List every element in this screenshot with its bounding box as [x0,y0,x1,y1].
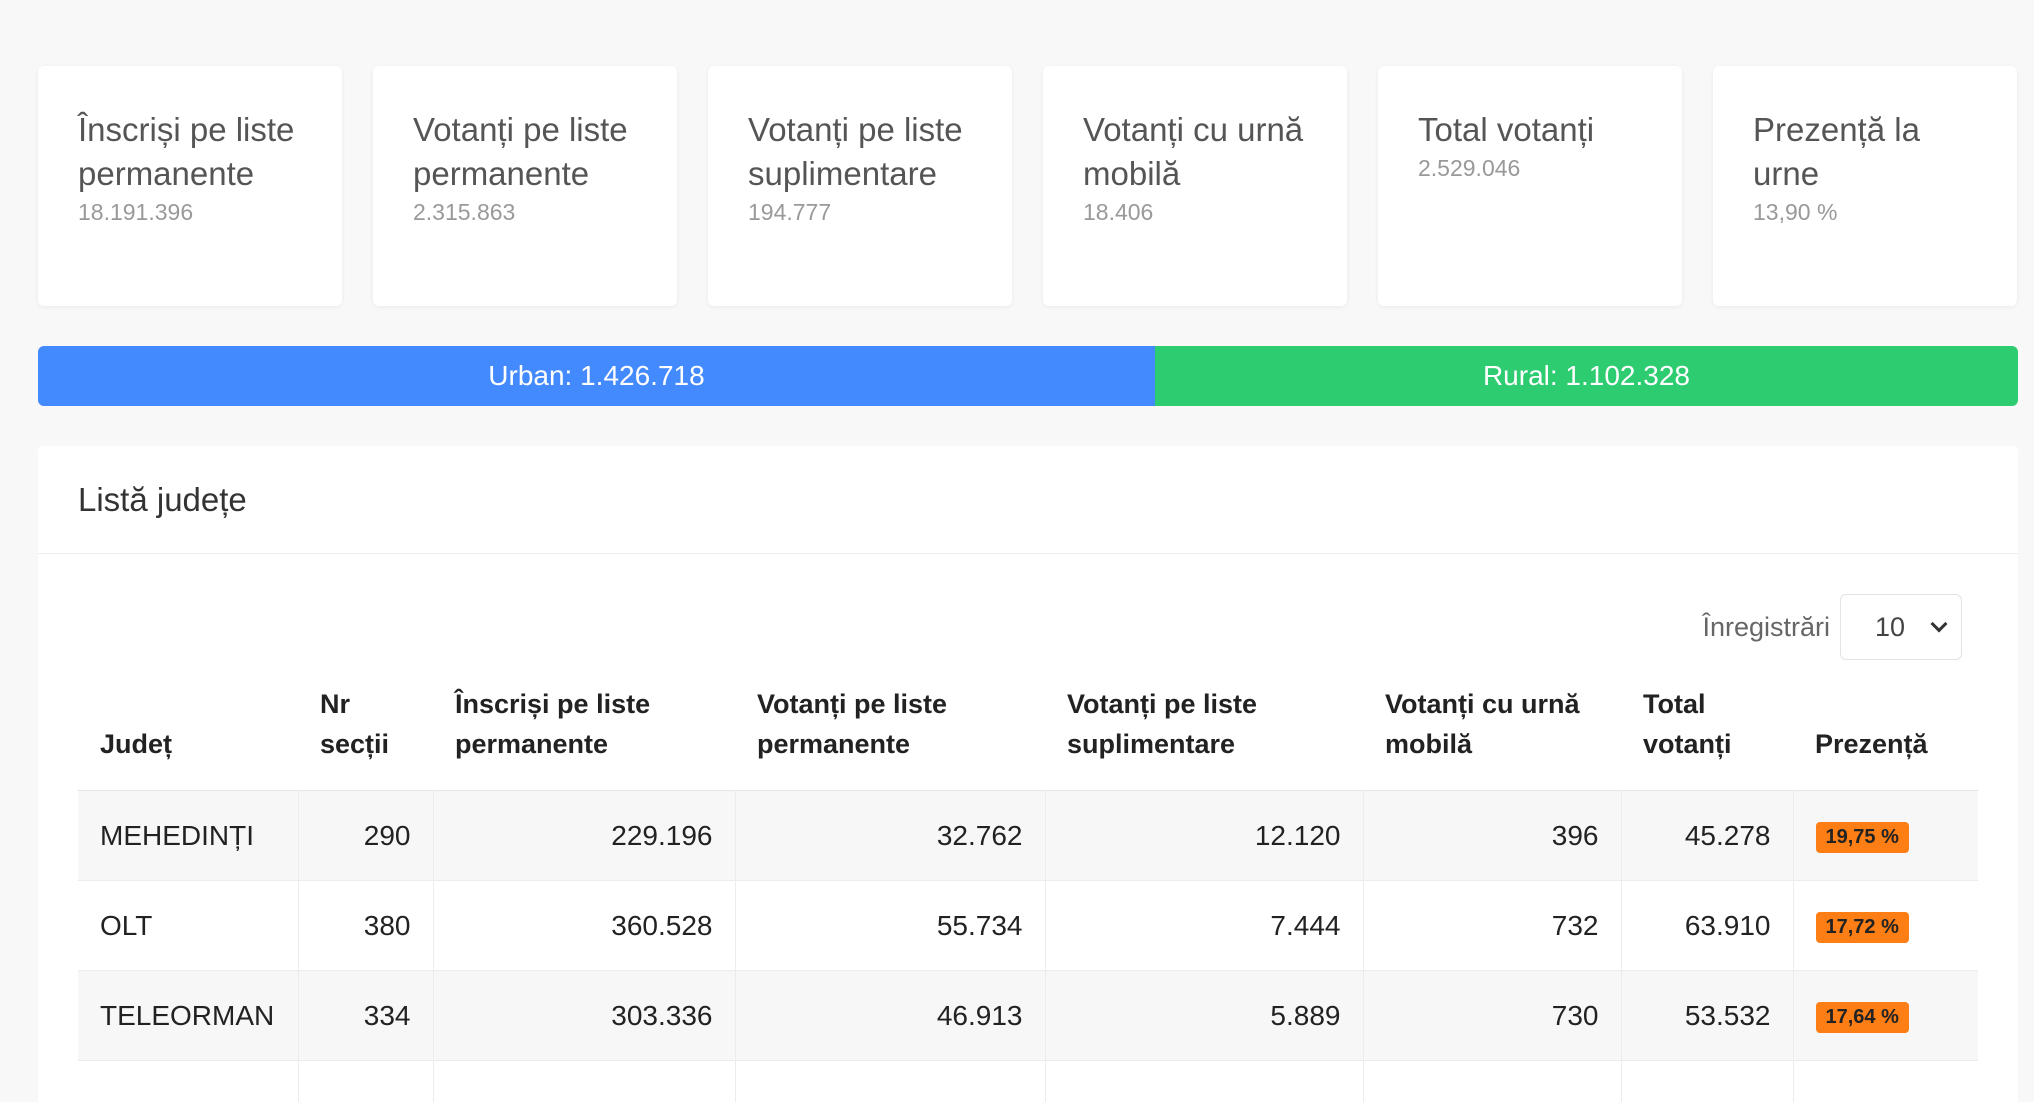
county-table: Județ Nr secții Înscriși pe liste perman… [78,684,1978,1102]
cell-prezenta: 17,72 % [1793,880,1978,971]
stat-value: 13,90 % [1753,199,1838,225]
turnout-badge: 19,75 % [1815,822,1909,853]
stat-card-prezenta: Prezență la urne 13,90 % [1713,66,2017,306]
table-row[interactable] [78,1060,1978,1102]
stat-label: Votanți pe liste permanente [413,111,628,192]
turnout-badge: 17,64 % [1815,1002,1909,1033]
stat-card-total-votanti: Total votanți 2.529.046 [1378,66,1682,306]
cell-nr-sectii: 334 [298,970,434,1061]
panel-title: Listă județe [78,480,247,518]
cell-votanti-suplimentare: 7.444 [1045,880,1364,971]
records-control: Înregistrări 10 [1702,594,1962,660]
stat-value: 194.777 [748,199,832,225]
stat-label: Votanți cu urnă mobilă [1083,111,1304,192]
cell-inscrisi: 303.336 [433,970,736,1061]
rural-segment: Rural: 1.102.328 [1154,346,2018,406]
cell-total-votanti: 45.278 [1621,790,1794,881]
cell-nr-sectii: 290 [298,790,434,881]
stat-value: 18.406 [1083,199,1154,225]
cell-urna-mobila: 732 [1363,880,1622,971]
stat-card-votanti-suplimentare: Votanți pe liste suplimentare 194.777 [708,66,1012,306]
cell-inscrisi: 229.196 [433,790,736,881]
stat-value: 2.315.863 [413,199,516,225]
county-list-panel: Listă județe Înregistrări 10 Județ Nr se… [38,446,2018,1102]
table-row[interactable]: OLT 380 360.528 55.734 7.444 732 63.910 … [78,880,1978,971]
turnout-badge: 17,72 % [1815,912,1909,943]
records-per-page-select[interactable]: 10 [1840,594,1962,660]
cell-total-votanti: 53.532 [1621,970,1794,1061]
cell-prezenta: 17,64 % [1793,970,1978,1061]
stat-label: Total votanți [1418,111,1595,148]
cell-votanti-permanente: 55.734 [735,880,1046,971]
cell-urna-mobila: 730 [1363,970,1622,1061]
cell-votanti-suplimentare: 5.889 [1045,970,1364,1061]
cell-urna-mobila: 396 [1363,790,1622,881]
column-header-urna-mobila[interactable]: Votanți cu urnă mobilă [1363,684,1621,791]
table-row[interactable]: TELEORMAN 334 303.336 46.913 5.889 730 5… [78,970,1978,1061]
table-header-row: Județ Nr secții Înscriși pe liste perman… [78,684,1978,791]
column-header-prezenta[interactable]: Prezență [1793,684,1978,791]
cell-judet: OLT [78,880,299,971]
column-header-total-votanti[interactable]: Total votanți [1621,684,1793,791]
column-header-nr-sectii[interactable]: Nr secții [298,684,433,791]
panel-header: Listă județe [38,446,2018,554]
column-header-votanti-suplimentare[interactable]: Votanți pe liste suplimentare [1045,684,1363,791]
cell-nr-sectii: 380 [298,880,434,971]
stat-card-urna-mobila: Votanți cu urnă mobilă 18.406 [1043,66,1347,306]
stat-value: 2.529.046 [1418,155,1521,181]
cell-votanti-permanente: 32.762 [735,790,1046,881]
cell-votanti-suplimentare: 12.120 [1045,790,1364,881]
cell-judet: MEHEDINȚI [78,790,299,881]
column-header-votanti-permanente[interactable]: Votanți pe liste permanente [735,684,1045,791]
cell-prezenta: 19,75 % [1793,790,1978,881]
column-header-judet[interactable]: Județ [78,684,298,791]
records-label: Înregistrări [1702,611,1830,642]
urban-segment: Urban: 1.426.718 [38,346,1155,406]
column-header-inscrisi[interactable]: Înscriși pe liste permanente [433,684,735,791]
cell-total-votanti: 63.910 [1621,880,1794,971]
cell-inscrisi: 360.528 [433,880,736,971]
stat-card-votanti-permanente: Votanți pe liste permanente 2.315.863 [373,66,677,306]
table-row[interactable]: MEHEDINȚI 290 229.196 32.762 12.120 396 … [78,790,1978,881]
records-select-value: 10 [1875,611,1906,642]
stat-cards: Înscriși pe liste permanente 18.191.396 … [38,66,2017,306]
stat-label: Înscriși pe liste permanente [78,111,295,192]
stat-label: Votanți pe liste suplimentare [748,111,963,192]
stat-card-inscrisi-permanente: Înscriși pe liste permanente 18.191.396 [38,66,342,306]
urban-rural-bar: Urban: 1.426.718 Rural: 1.102.328 [38,346,2018,406]
stat-value: 18.191.396 [78,199,194,225]
stat-label: Prezență la urne [1753,111,1920,192]
chevron-down-icon [1930,615,1948,633]
cell-votanti-permanente: 46.913 [735,970,1046,1061]
cell-judet: TELEORMAN [78,970,299,1061]
